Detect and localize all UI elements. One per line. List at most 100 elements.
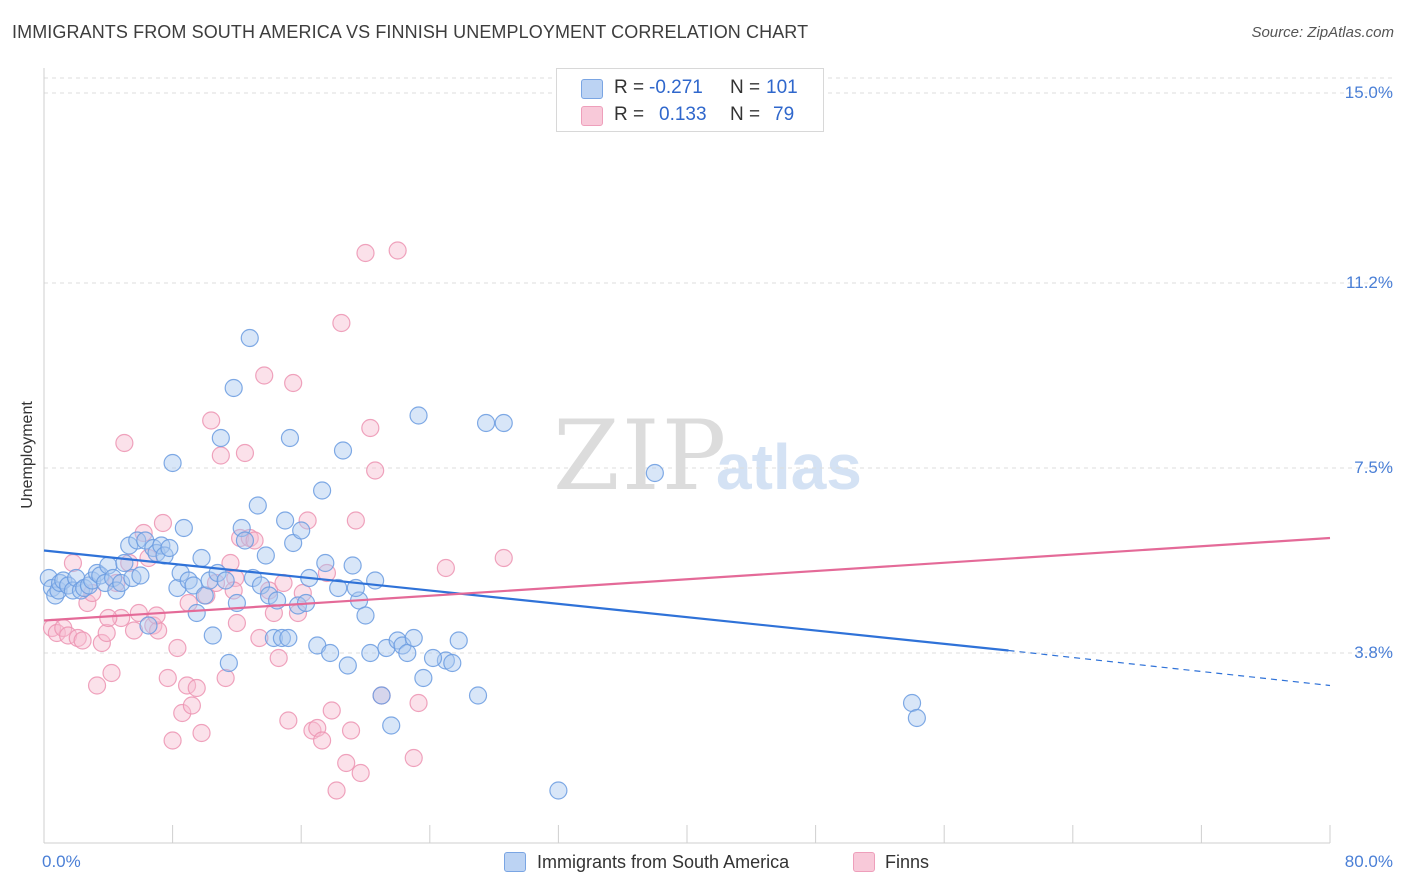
n-value: 79 [773,104,795,125]
finns-point [388,241,407,260]
finns-point [409,693,428,713]
finns-point [87,676,107,695]
finns-point [245,531,264,550]
immigrants-point [139,616,158,635]
immigrants-point [312,481,332,500]
grid-lines [44,77,1392,654]
immigrants-point [316,553,335,573]
finns-point [279,711,298,730]
immigrants-point [276,511,295,530]
immigrants-point [187,603,206,623]
finns-point [153,513,173,533]
immigrants-point [292,521,311,540]
immigrants-point [195,586,214,605]
finns-point [436,558,455,578]
immigrants-point [224,378,243,398]
n-value: 101 [766,77,798,98]
finns-trend-line [43,536,1331,622]
immigrants-point [443,653,462,673]
finns-point [269,648,288,668]
immigrants-point [39,568,58,588]
watermark-atlas: atlas [716,431,862,503]
finns-point [211,446,230,465]
immigrants-point [192,548,211,568]
immigrants-point [321,643,340,663]
finns-point [97,623,116,643]
finns-point [250,628,269,648]
immigrants-point [115,553,134,573]
immigrants-point [333,441,353,460]
immigrants-point [219,653,238,673]
immigrants-point [343,556,362,575]
finns-point [187,678,206,698]
y-tick-label: 11.2% [1346,273,1393,292]
legend-label: Immigrants from South America [537,852,790,872]
finns-point [158,668,177,688]
chart-title: IMMIGRANTS FROM SOUTH AMERICA VS FINNISH… [12,22,809,42]
finns-point [163,731,182,750]
y-tick-label: 7.5% [1354,458,1393,477]
legend-label: Finns [885,852,930,872]
y-tick-label: 15.0% [1344,83,1393,102]
immigrants-point [414,668,433,688]
n-label: N = [730,77,761,98]
finns-point [361,418,380,438]
finns-point [298,511,317,530]
immigrants-point [329,578,348,598]
finns-point [124,621,144,640]
y-axis-label: Unemployment [19,401,36,509]
immigrants-point [494,413,513,433]
immigrants-point [361,643,380,663]
finns-point [168,638,187,658]
finns-point [404,748,423,768]
immigrants-point [272,628,292,648]
immigrants-point [240,328,259,348]
finns-point [134,523,153,543]
immigrants-point [112,573,131,593]
finns-point [216,668,235,688]
finns-point [303,721,322,740]
immigrants-trend-extension [1008,649,1331,687]
r-label: R = [614,104,645,125]
finns-point [255,366,274,385]
r-value: -0.271 [649,77,703,98]
finns-point [99,608,118,628]
immigrants-point [549,781,568,800]
immigrants-point [163,453,182,473]
finns-point [312,731,332,750]
finns-point [494,548,513,568]
finns-point [327,781,346,800]
immigrants-point [179,571,198,590]
immigrants-point [449,631,468,650]
trend-lines [43,536,1331,687]
correlation-legend: R = -0.271 N = 101 R = 0.133 N = 79 [556,68,824,132]
immigrants-points [39,328,926,800]
finns-point [202,411,221,430]
finns-point [112,608,131,628]
x-tick-label-min: 0.0% [42,852,81,871]
immigrants-point [131,566,150,585]
finns-point [351,763,370,783]
immigrants-point [248,496,267,515]
immigrants-trend-line [43,549,1009,652]
finns-point [173,703,192,723]
immigrants-point [902,693,922,713]
immigrants-point [907,708,926,728]
finns-point [284,373,303,393]
finns-point [341,721,361,740]
immigrants-point [256,546,275,565]
immigrants-point [372,686,391,705]
immigrants-point [382,716,401,735]
immigrants-point [203,626,222,645]
x-tick-label-max: 80.0% [1344,852,1393,871]
finns-point [322,701,341,720]
finns-point [182,696,201,715]
immigrants-point [476,413,496,433]
r-label: R = [614,77,645,98]
immigrants-point [356,606,375,625]
finns-point [356,243,375,263]
finns-point [235,443,255,463]
pink-swatch [853,852,875,872]
immigrants-point [280,428,300,448]
